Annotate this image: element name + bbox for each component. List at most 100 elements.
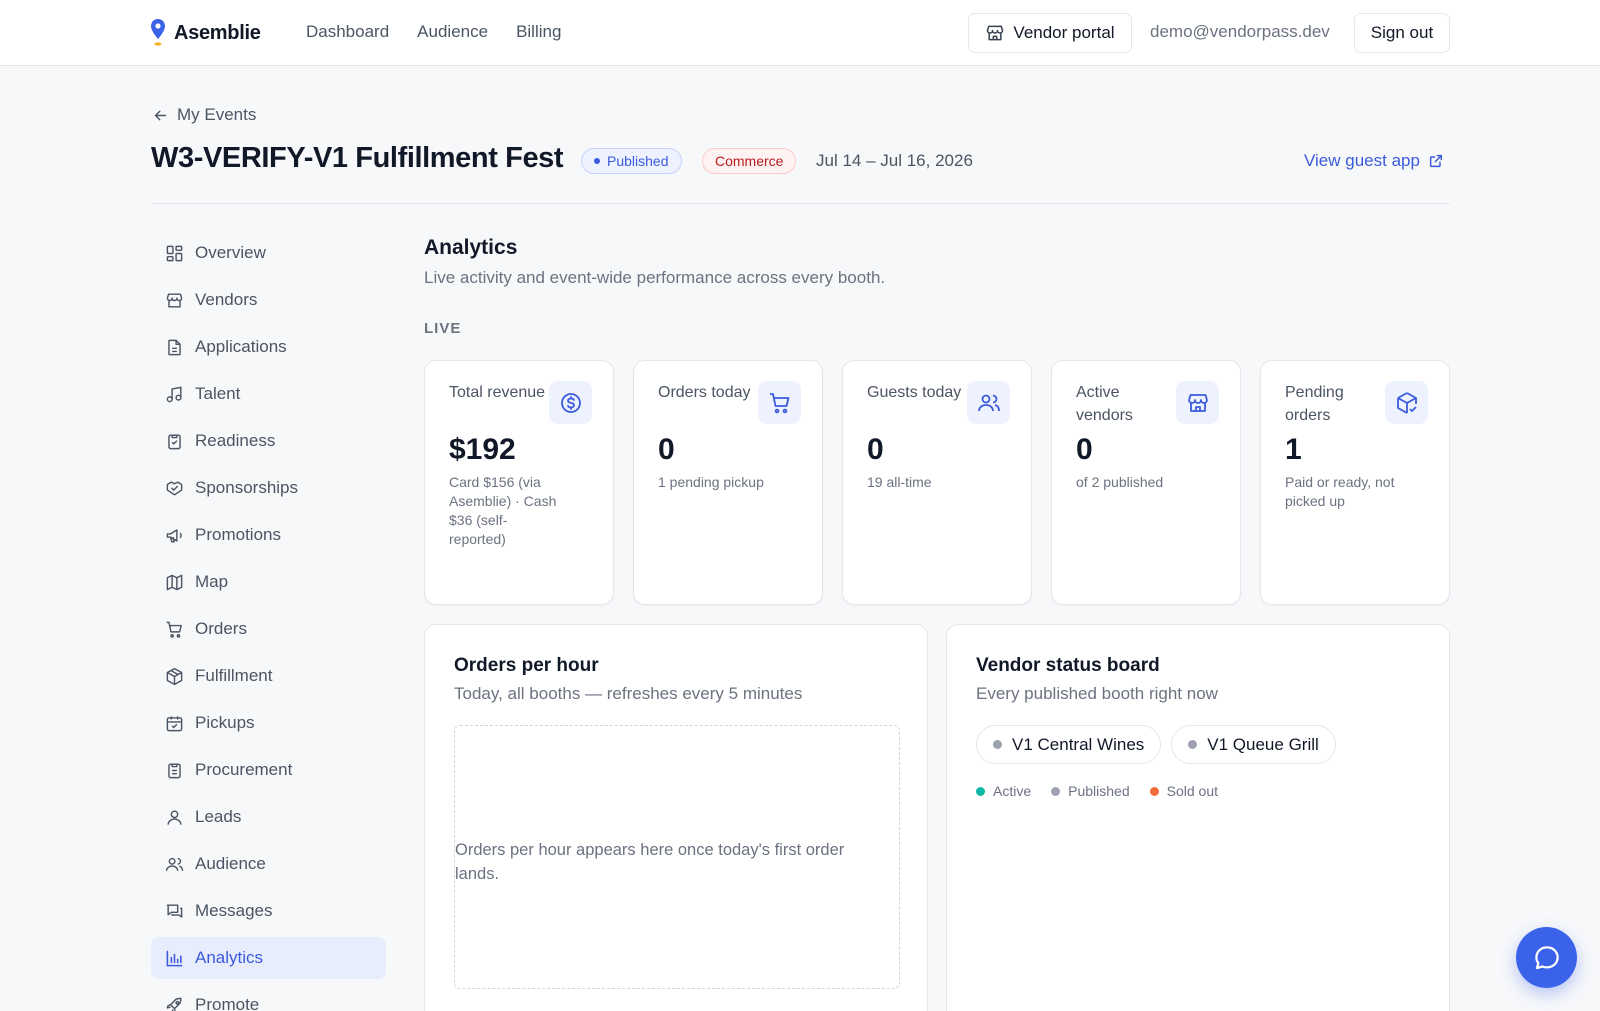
stat-note: Paid or ready, not picked up xyxy=(1285,474,1395,509)
legend-label: Sold out xyxy=(1166,783,1218,799)
messages-icon xyxy=(165,902,184,921)
view-guest-app-link[interactable]: View guest app xyxy=(1304,151,1444,171)
clipboard-check-icon xyxy=(165,432,184,451)
sidebar-item-leads[interactable]: Leads xyxy=(151,796,386,838)
vendor-portal-button[interactable]: Vendor portal xyxy=(968,13,1132,53)
sidebar-item-promote[interactable]: Promote xyxy=(151,984,386,1011)
live-label: LIVE xyxy=(424,320,462,337)
package-check-icon xyxy=(1385,381,1428,424)
stat-value: 1 xyxy=(1285,433,1302,466)
sidebar-item-talent[interactable]: Talent xyxy=(151,373,386,415)
nav-audience[interactable]: Audience xyxy=(417,22,489,41)
megaphone-icon xyxy=(165,526,184,545)
stat-card-total-revenue: Total revenue $192 Card $156 (via Asembl… xyxy=(424,360,614,605)
sidebar-item-label: Pickups xyxy=(195,713,255,732)
sidebar-item-label: Promotions xyxy=(195,525,281,544)
clipboard-list-icon xyxy=(165,761,184,780)
sidebar-item-vendors[interactable]: Vendors xyxy=(151,279,386,321)
legend-dot xyxy=(976,786,985,796)
nav-billing[interactable]: Billing xyxy=(516,22,562,41)
chat-button[interactable] xyxy=(1516,927,1577,988)
sidebar-item-sponsorships[interactable]: Sponsorships xyxy=(151,467,386,509)
overview-icon xyxy=(165,244,184,263)
sidebar-item-map[interactable]: Map xyxy=(151,561,386,603)
rocket-icon xyxy=(165,996,184,1011)
sidebar-item-procurement[interactable]: Procurement xyxy=(151,749,386,791)
user-email: demo@vendorpass.dev xyxy=(1150,22,1330,41)
back-label: My Events xyxy=(177,105,257,124)
sidebar-item-overview[interactable]: Overview xyxy=(151,232,386,274)
sidebar-item-label: Overview xyxy=(195,243,266,262)
calendar-check-icon xyxy=(165,714,184,733)
users-icon xyxy=(165,855,184,874)
vendor-status-board: Vendor status board Every published boot… xyxy=(946,624,1450,1011)
stat-note: of 2 published xyxy=(1076,474,1164,490)
stat-card-guests-today: Guests today 0 19 all-time xyxy=(842,360,1032,605)
status-badge-label: Published xyxy=(607,153,669,169)
stat-label: Orders today xyxy=(658,384,751,401)
stat-card-pending-orders: Pending orders 1 Paid or ready, not pick… xyxy=(1260,360,1450,605)
sidebar-item-label: Orders xyxy=(195,619,247,638)
legend-dot xyxy=(1051,786,1061,796)
back-to-my-events[interactable]: My Events xyxy=(152,105,256,125)
sidebar-item-label: Talent xyxy=(195,384,241,403)
orders-per-hour-panel: Orders per hour Today, all booths — refr… xyxy=(424,624,928,1011)
panel-title: Orders per hour xyxy=(454,655,599,676)
stat-label: Pending orders xyxy=(1285,384,1344,424)
legend-dot xyxy=(1149,786,1159,796)
stat-label: Total revenue xyxy=(449,384,546,401)
pin-logo-icon xyxy=(150,18,166,48)
sidebar-item-label: Sponsorships xyxy=(195,478,299,497)
empty-state-text: Orders per hour appears here once today'… xyxy=(455,841,845,883)
sidebar-item-label: Audience xyxy=(195,854,266,873)
sign-out-button[interactable]: Sign out xyxy=(1354,13,1450,53)
event-date-range: Jul 14 – Jul 16, 2026 xyxy=(816,151,973,170)
vendor-chip[interactable]: V1 Central Wines xyxy=(976,725,1162,764)
sidebar-item-orders[interactable]: Orders xyxy=(151,608,386,650)
sidebar-item-label: Vendors xyxy=(195,290,258,309)
page-title: W3-VERIFY-V1 Fulfillment Fest xyxy=(151,142,564,174)
legend-item-sold-out: Sold out xyxy=(1149,783,1218,799)
external-link-icon xyxy=(1428,153,1444,169)
vendor-chips: V1 Central Wines V1 Queue Grill xyxy=(976,725,1336,764)
legend-item-active: Active xyxy=(976,783,1031,799)
section-title: Analytics xyxy=(424,236,518,259)
nav-dashboard[interactable]: Dashboard xyxy=(306,22,390,41)
sidebar-item-promotions[interactable]: Promotions xyxy=(151,514,386,556)
arrow-left-icon xyxy=(152,107,169,124)
store-icon xyxy=(165,291,184,310)
sidebar-item-fulfillment[interactable]: Fulfillment xyxy=(151,655,386,697)
legend-item-published: Published xyxy=(1051,783,1130,799)
vendor-name: V1 Queue Grill xyxy=(1207,734,1319,754)
stat-value: 0 xyxy=(1076,433,1093,466)
store-icon xyxy=(985,23,1005,43)
cart-icon xyxy=(758,381,801,424)
sidebar-item-audience[interactable]: Audience xyxy=(151,843,386,885)
orders-chart-placeholder: Orders per hour appears here once today'… xyxy=(454,725,900,989)
panel-title: Vendor status board xyxy=(976,655,1160,676)
sidebar-item-messages[interactable]: Messages xyxy=(151,890,386,932)
stat-note: Card $156 (via Asemblie) · Cash $36 (sel… xyxy=(449,474,557,547)
sidebar-item-applications[interactable]: Applications xyxy=(151,326,386,368)
legend-label: Published xyxy=(1068,783,1130,799)
top-bar: Asemblie Dashboard Audience Billing Vend… xyxy=(0,0,1600,66)
sidebar-item-label: Procurement xyxy=(195,760,293,779)
panel-subtitle: Today, all booths — refreshes every 5 mi… xyxy=(454,684,803,703)
status-legend: Active Published Sold out xyxy=(976,783,1218,799)
sidebar-item-pickups[interactable]: Pickups xyxy=(151,702,386,744)
sidebar-item-label: Applications xyxy=(195,337,287,356)
brand[interactable]: Asemblie xyxy=(150,18,261,48)
sidebar-item-label: Promote xyxy=(195,995,260,1011)
header-divider xyxy=(151,203,1450,204)
sidebar-item-analytics[interactable]: Analytics xyxy=(151,937,386,979)
sidebar-item-label: Analytics xyxy=(195,948,264,967)
vendor-name: V1 Central Wines xyxy=(1012,734,1145,754)
stat-value: 0 xyxy=(658,433,675,466)
panel-subtitle: Every published booth right now xyxy=(976,684,1218,703)
sidebar-item-readiness[interactable]: Readiness xyxy=(151,420,386,462)
cart-icon xyxy=(165,620,184,639)
vendor-chip[interactable]: V1 Queue Grill xyxy=(1171,725,1336,764)
guest-app-label: View guest app xyxy=(1304,151,1420,170)
bar-chart-icon xyxy=(165,949,184,968)
status-dot xyxy=(594,158,600,164)
